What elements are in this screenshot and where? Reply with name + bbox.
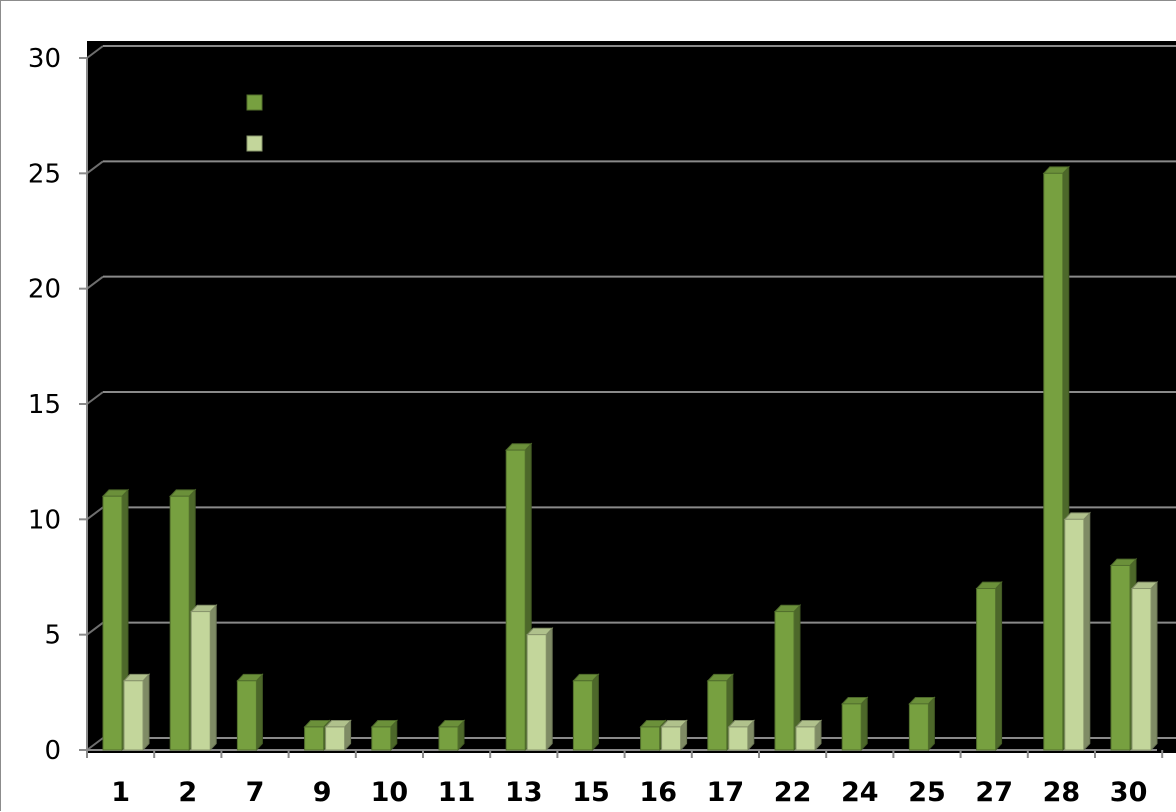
x-tick-label: 30 [1110, 777, 1148, 808]
x-tick-label: 16 [639, 777, 677, 808]
legend-swatch [246, 94, 263, 111]
x-tick-label: 9 [313, 777, 332, 808]
x-tick-label: 17 [707, 777, 745, 808]
gridline-diag [86, 621, 104, 636]
y-tick-label: 25 [28, 159, 61, 189]
gridline-diag [86, 275, 104, 290]
x-tick-label: 7 [246, 777, 265, 808]
x-axis-ticks: 1 2 7 9 10 11 13 15 16 17 22 24 25 27 28 30 [86, 750, 1164, 808]
bar [190, 603, 218, 752]
bar [572, 673, 600, 752]
x-tick-label: 25 [908, 777, 946, 808]
bar [727, 719, 755, 752]
bar [908, 696, 936, 752]
bar [236, 673, 264, 752]
x-tick-label: 2 [178, 777, 197, 808]
bar [526, 627, 554, 752]
gridline-diag [86, 391, 104, 405]
x-tick-label: 28 [1043, 777, 1081, 808]
y-tick-label: 20 [28, 275, 61, 305]
y-tick-label: 0 [44, 736, 61, 766]
y-tick-label: 30 [28, 44, 61, 74]
bar [324, 719, 352, 752]
bars [101, 165, 1159, 752]
x-tick-label: 24 [841, 777, 879, 808]
gridline-diag [86, 160, 104, 175]
x-tick-label: 22 [774, 777, 812, 808]
bar [660, 719, 688, 752]
legend-swatch [246, 135, 263, 152]
bar [975, 580, 1003, 752]
bar [370, 719, 398, 752]
x-tick-label: 15 [572, 777, 610, 808]
x-tick-label: 27 [975, 777, 1013, 808]
x-tick-label: 1 [111, 777, 130, 808]
bar [773, 603, 802, 752]
legend [246, 94, 263, 152]
x-tick-label: 13 [505, 777, 543, 808]
x-tick-label: 11 [438, 777, 476, 808]
bar [122, 673, 151, 752]
gridline-diag [86, 506, 104, 521]
gridline-diag [86, 45, 104, 59]
y-tick-label: 10 [28, 505, 61, 535]
bar [794, 719, 823, 752]
gridline-diag [86, 737, 104, 751]
y-tick-label: 15 [28, 390, 61, 420]
bar [437, 719, 466, 752]
y-tick-label: 5 [44, 621, 61, 651]
bar [1063, 511, 1091, 752]
bar [841, 696, 869, 752]
y-axis-ticks: 0 5 10 15 20 25 30 [28, 44, 87, 766]
x-tick-label: 10 [371, 777, 409, 808]
bar [1130, 580, 1159, 752]
